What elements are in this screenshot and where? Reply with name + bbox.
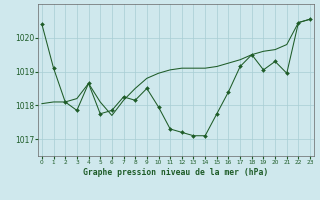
X-axis label: Graphe pression niveau de la mer (hPa): Graphe pression niveau de la mer (hPa): [84, 168, 268, 177]
